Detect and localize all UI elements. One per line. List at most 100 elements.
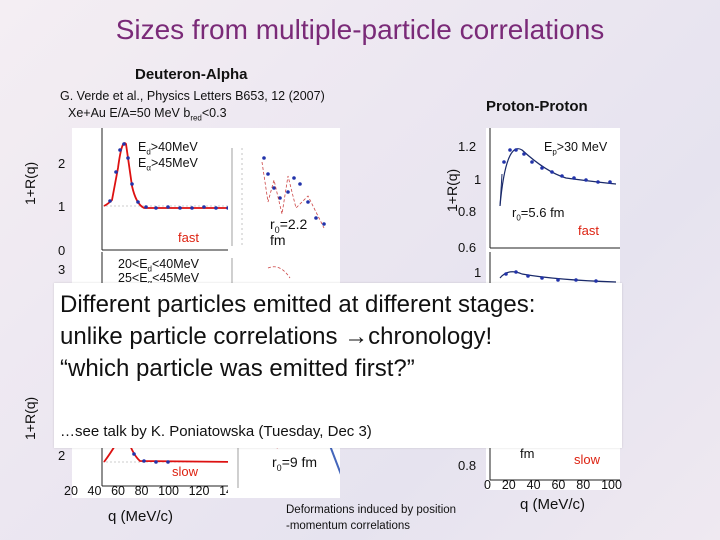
- data-point: [286, 190, 290, 194]
- data-point: [298, 182, 302, 186]
- system-text: Xe+Au E/A=50 MeV b: [68, 106, 191, 120]
- middle-dashed-curve: [261, 161, 325, 229]
- xtick-label: 120: [188, 484, 210, 498]
- xtick-label: 40: [526, 478, 541, 492]
- r0-sub: 0: [516, 213, 521, 223]
- data-point: [202, 205, 206, 209]
- ytick-label: 2: [58, 448, 66, 463]
- data-point: [132, 452, 136, 456]
- ytick-label: 1: [58, 199, 66, 214]
- deuteron-slow-label: slow: [172, 464, 199, 479]
- r0-fast-unit: fm: [270, 232, 286, 248]
- system-sub: red: [190, 113, 202, 123]
- data-point: [572, 176, 576, 180]
- ytick-label: 0: [58, 243, 66, 258]
- xtick-label: 60: [111, 484, 125, 498]
- pp-fast-label: fast: [578, 223, 599, 238]
- ytick-label: 1: [474, 172, 482, 187]
- pp-xlabel: q (MeV/c): [520, 496, 586, 513]
- deformation-note-line1: Deformations induced by position: [286, 504, 457, 516]
- data-point: [266, 172, 270, 176]
- overlay-line2-b: chronology!: [368, 323, 493, 350]
- cut-tail: >45MeV: [150, 156, 198, 170]
- overlay-line3: “which particle was emitted first?”: [60, 355, 415, 382]
- deuteron-alpha-heading: Deuteron-Alpha: [135, 66, 248, 83]
- xtick-label: 80: [576, 478, 591, 492]
- data-point: [508, 148, 512, 152]
- cut-text: 25<E: [118, 271, 148, 285]
- pp-r0-label: r0=5.6 fm: [512, 205, 565, 223]
- r0-text: r: [270, 216, 275, 232]
- data-point: [114, 170, 118, 174]
- data-point: [514, 270, 518, 274]
- data-point: [166, 205, 170, 209]
- deformation-note-line2: -momentum correlations: [286, 520, 410, 532]
- data-point: [530, 160, 534, 164]
- data-point: [314, 216, 318, 220]
- middle-dashed-curve: [267, 266, 291, 279]
- data-point: [526, 274, 530, 278]
- cut-tail: >30 MeV: [556, 140, 608, 154]
- middle-data-points: [262, 156, 326, 226]
- data-point: [540, 166, 544, 170]
- ytick-label: 1: [474, 265, 482, 280]
- data-point: [574, 278, 578, 282]
- data-point: [540, 276, 544, 280]
- pp-top-fit-curve: [499, 148, 617, 207]
- cut-sub: d: [146, 147, 151, 157]
- ytick-label: 0.8: [458, 204, 477, 219]
- xtick-label: 20: [64, 484, 78, 498]
- cut-sub: p: [552, 147, 557, 157]
- data-point: [278, 196, 282, 200]
- data-point: [556, 278, 560, 282]
- r0-slow-label: r0=9 fm: [272, 454, 317, 473]
- cut-sub: d: [147, 264, 152, 274]
- data-point: [166, 460, 170, 464]
- data-point: [130, 182, 134, 186]
- r0-text: r: [512, 205, 517, 220]
- data-point: [154, 460, 158, 464]
- data-point: [272, 186, 276, 190]
- data-point: [322, 222, 326, 226]
- data-point: [550, 170, 554, 174]
- overlay-line1: Different particles emitted at different…: [60, 291, 536, 318]
- data-point: [118, 148, 122, 152]
- cut-text: E: [138, 156, 147, 170]
- data-point: [594, 279, 598, 283]
- data-point: [136, 200, 140, 204]
- deuteron-cut1-line2: Eα>45MeV: [138, 156, 198, 173]
- data-point: [144, 205, 148, 209]
- pp-slow-label: slow: [574, 452, 601, 467]
- deuteron-cut1-line1: Ed>40MeV: [138, 140, 198, 157]
- ytick-label: 1.2: [458, 139, 477, 154]
- data-point: [560, 174, 564, 178]
- xtick-label: 80: [134, 484, 149, 498]
- deuteron-xticks: 20 40 60 80 100 120 140: [64, 484, 240, 498]
- pp-top-data-points: [502, 148, 612, 184]
- data-point: [122, 142, 126, 146]
- cut-text: E: [544, 140, 553, 154]
- data-point: [514, 148, 518, 152]
- xtick-label: 100: [601, 478, 622, 492]
- data-point: [584, 178, 588, 182]
- pp-xticks: 0 20 40 60 80 100: [484, 478, 622, 492]
- data-point: [306, 200, 310, 204]
- r0-text: r: [272, 454, 277, 470]
- pp-cut-label: Ep>30 MeV: [544, 140, 607, 157]
- deuteron-cut2-line2: 25<Eα<45MeV: [118, 271, 199, 288]
- cut-text: E: [138, 140, 147, 154]
- r0-sub: 0: [274, 224, 280, 235]
- pp-top-rise: [499, 173, 503, 207]
- data-point: [126, 156, 130, 160]
- data-point: [596, 180, 600, 184]
- overlay-line2: unlike particle correlations →chronology…: [60, 323, 492, 351]
- cut-tail: <40MeV: [152, 257, 199, 271]
- r0-val: =2.2: [279, 216, 308, 232]
- slide-title: Sizes from multiple-particle correlation…: [115, 14, 605, 45]
- data-point: [190, 206, 194, 210]
- data-point: [504, 272, 508, 276]
- reference-citation: G. Verde et al., Physics Letters B653, 1…: [60, 89, 325, 103]
- overlay-line2-a: unlike particle correlations: [60, 323, 345, 350]
- data-point: [214, 206, 218, 210]
- r0-val: =5.6 fm: [520, 205, 565, 220]
